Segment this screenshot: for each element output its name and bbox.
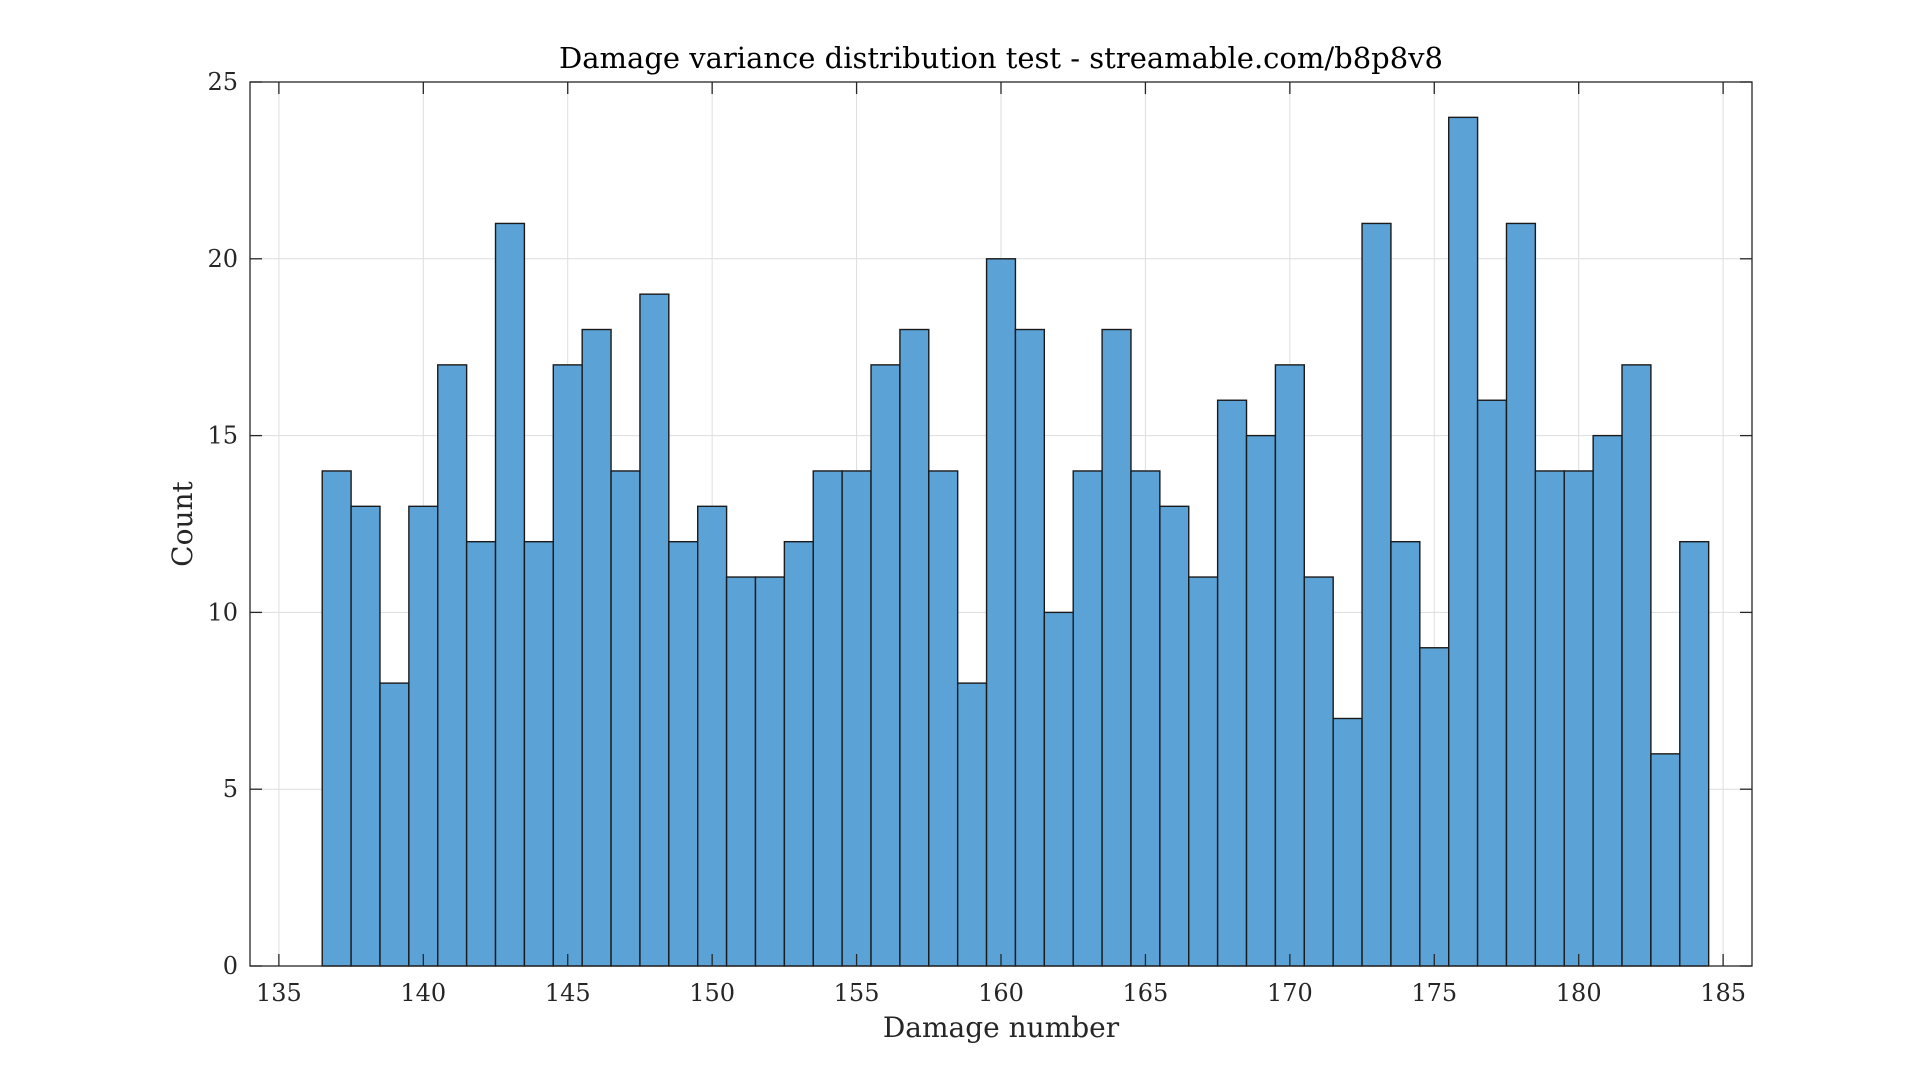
histogram-bar bbox=[437, 364, 468, 967]
histogram-bar bbox=[1592, 434, 1623, 967]
histogram-bar bbox=[1216, 399, 1248, 967]
histogram-bar bbox=[899, 328, 930, 967]
histogram-bar bbox=[552, 364, 583, 967]
histogram-bar bbox=[697, 505, 728, 967]
x-tick-label: 150 bbox=[689, 979, 735, 1007]
histogram-bar bbox=[1679, 540, 1710, 967]
histogram-bar bbox=[1534, 470, 1565, 967]
histogram-bar bbox=[639, 293, 670, 967]
histogram-bar bbox=[581, 328, 612, 967]
histogram-bar bbox=[1361, 222, 1392, 967]
histogram-bars bbox=[321, 116, 1710, 967]
y-tick-label: 5 bbox=[223, 775, 238, 803]
x-tick-label: 170 bbox=[1267, 979, 1313, 1007]
histogram-bar bbox=[379, 682, 410, 967]
x-tick-label: 140 bbox=[400, 979, 446, 1007]
x-axis-label: Damage number bbox=[883, 1011, 1120, 1044]
histogram-bar bbox=[668, 540, 699, 967]
histogram-bar bbox=[783, 540, 814, 967]
chart-title: Damage variance distribution test - stre… bbox=[559, 41, 1443, 75]
histogram-bar bbox=[523, 540, 554, 967]
y-tick-label: 15 bbox=[207, 422, 238, 450]
x-tick-label: 185 bbox=[1700, 979, 1746, 1007]
y-axis-label: Count bbox=[166, 480, 199, 566]
histogram-bar bbox=[1563, 470, 1594, 967]
histogram-bar bbox=[350, 505, 381, 967]
histogram-bar bbox=[1448, 116, 1479, 967]
histogram-bar bbox=[494, 222, 526, 967]
histogram-bar bbox=[928, 470, 959, 967]
histogram-bar bbox=[754, 576, 786, 967]
x-tick-label: 160 bbox=[978, 979, 1024, 1007]
y-tick-label: 25 bbox=[207, 68, 238, 96]
y-tick-labels: 0 5 10 15 20 25 bbox=[207, 68, 238, 980]
x-tick-label: 165 bbox=[1123, 979, 1169, 1007]
histogram-bar bbox=[321, 470, 352, 967]
histogram-bar bbox=[841, 470, 872, 967]
histogram-bar bbox=[1101, 328, 1132, 967]
histogram-bar bbox=[1014, 328, 1046, 967]
histogram-bar bbox=[610, 470, 641, 967]
histogram-bar bbox=[1130, 470, 1161, 967]
histogram-bar bbox=[1303, 576, 1334, 967]
x-tick-labels: 135 140 145 150 155 160 165 170 175 180 185 bbox=[256, 979, 1746, 1007]
histogram-bar bbox=[1188, 576, 1219, 967]
x-tick-label: 180 bbox=[1556, 979, 1602, 1007]
histogram-bar bbox=[1419, 647, 1450, 967]
y-tick-label: 20 bbox=[207, 245, 238, 273]
histogram-bar bbox=[1621, 364, 1652, 967]
histogram-bar bbox=[1505, 222, 1537, 967]
histogram-bar bbox=[1072, 470, 1103, 967]
histogram-bar bbox=[1332, 717, 1363, 967]
histogram-bar bbox=[1043, 611, 1074, 967]
x-tick-label: 175 bbox=[1411, 979, 1457, 1007]
histogram-bar bbox=[985, 258, 1017, 967]
histogram-bar bbox=[1650, 753, 1681, 967]
y-tick-label: 0 bbox=[223, 952, 238, 980]
histogram-bar bbox=[812, 470, 843, 967]
x-tick-label: 135 bbox=[256, 979, 302, 1007]
histogram-bar bbox=[408, 505, 439, 967]
histogram-bar bbox=[1245, 434, 1277, 967]
histogram-bar bbox=[870, 364, 901, 967]
axis-ticks bbox=[250, 81, 1752, 967]
x-tick-label: 155 bbox=[834, 979, 880, 1007]
histogram-bar bbox=[1274, 364, 1305, 967]
histogram-bar bbox=[725, 576, 757, 967]
histogram-bar bbox=[956, 682, 988, 967]
histogram-bar bbox=[1476, 399, 1508, 967]
histogram-bar bbox=[1390, 540, 1421, 967]
histogram-bar bbox=[465, 540, 497, 967]
histogram-bar bbox=[1159, 505, 1190, 967]
y-tick-label: 10 bbox=[207, 598, 238, 626]
x-tick-label: 145 bbox=[545, 979, 591, 1007]
